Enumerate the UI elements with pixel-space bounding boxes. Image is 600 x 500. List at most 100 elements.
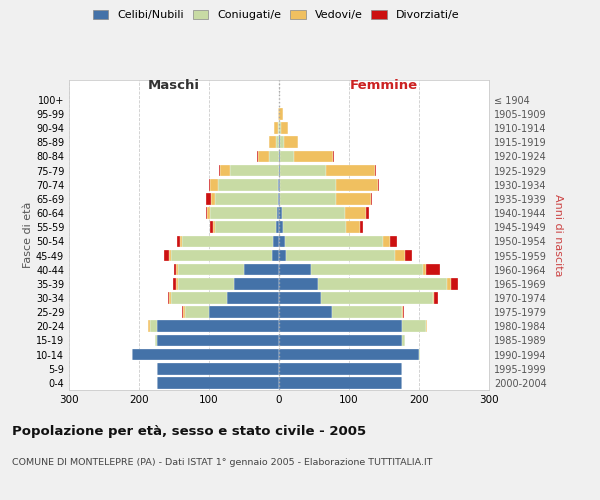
Bar (258, 150, 269, 162)
Bar (283, 222, 346, 233)
Bar (317, 278, 447, 289)
Bar (395, 250, 405, 262)
Bar (389, 236, 397, 247)
Bar (279, 179, 280, 190)
Y-axis label: Anni di nascita: Anni di nascita (553, 194, 563, 276)
Bar (433, 292, 434, 304)
Bar (359, 222, 363, 233)
Bar (279, 222, 283, 233)
Bar (181, 236, 182, 247)
Bar (209, 179, 210, 190)
Bar (346, 222, 359, 233)
Bar (279, 292, 321, 304)
Bar (279, 193, 280, 204)
Bar (279, 108, 283, 120)
Bar (272, 250, 279, 262)
Bar (269, 150, 279, 162)
Bar (274, 122, 278, 134)
Bar (211, 222, 212, 233)
Bar (148, 320, 149, 332)
Text: Femmine: Femmine (350, 79, 418, 92)
Bar (426, 264, 440, 276)
Bar (182, 306, 183, 318)
Bar (279, 150, 280, 162)
Bar (426, 320, 427, 332)
Bar (157, 334, 279, 346)
Bar (278, 193, 279, 204)
Bar (215, 222, 276, 233)
Bar (269, 136, 275, 148)
Bar (371, 193, 372, 204)
Bar (185, 306, 209, 318)
Bar (279, 363, 401, 374)
Bar (174, 264, 176, 276)
Bar (279, 306, 331, 318)
Bar (282, 208, 345, 219)
Bar (279, 334, 401, 346)
Bar (215, 193, 278, 204)
Bar (164, 250, 169, 262)
Bar (451, 278, 458, 289)
Bar (279, 208, 282, 219)
Bar (284, 236, 383, 247)
Bar (209, 306, 279, 318)
Bar (274, 236, 279, 247)
Bar (275, 136, 279, 148)
Bar (210, 179, 218, 190)
Bar (169, 250, 170, 262)
Bar (311, 264, 422, 276)
Bar (331, 306, 401, 318)
Bar (276, 222, 279, 233)
Bar (176, 278, 178, 289)
Text: Popolazione per età, sesso e stato civile - 2005: Popolazione per età, sesso e stato civil… (12, 425, 366, 438)
Bar (227, 292, 279, 304)
Bar (279, 250, 286, 262)
Bar (177, 236, 181, 247)
Bar (321, 292, 433, 304)
Bar (183, 306, 185, 318)
Bar (434, 292, 438, 304)
Bar (419, 349, 421, 360)
Bar (149, 320, 157, 332)
Bar (366, 208, 370, 219)
Bar (279, 377, 401, 388)
Bar (284, 136, 298, 148)
Bar (279, 264, 311, 276)
Bar (279, 320, 401, 332)
Bar (279, 236, 284, 247)
Y-axis label: Fasce di età: Fasce di età (23, 202, 33, 268)
Bar (295, 150, 333, 162)
Bar (383, 236, 389, 247)
Bar (170, 250, 272, 262)
Bar (280, 165, 326, 176)
Bar (168, 292, 169, 304)
Bar (157, 320, 279, 332)
Bar (337, 179, 379, 190)
Bar (212, 222, 215, 233)
Bar (333, 150, 334, 162)
Bar (207, 208, 211, 219)
Bar (219, 165, 220, 176)
Bar (278, 108, 279, 120)
Bar (218, 179, 278, 190)
Bar (170, 292, 227, 304)
Bar (206, 193, 211, 204)
Bar (169, 292, 170, 304)
Bar (230, 165, 279, 176)
Bar (375, 165, 376, 176)
Bar (173, 278, 176, 289)
Bar (211, 193, 215, 204)
Bar (279, 136, 280, 148)
Bar (401, 334, 405, 346)
Legend: Celibi/Nubili, Coniugati/e, Vedovi/e, Divorziati/e: Celibi/Nubili, Coniugati/e, Vedovi/e, Di… (88, 6, 464, 25)
Bar (257, 150, 258, 162)
Bar (279, 122, 281, 134)
Text: Maschi: Maschi (148, 79, 200, 92)
Bar (244, 264, 279, 276)
Bar (279, 165, 280, 176)
Bar (178, 264, 244, 276)
Bar (233, 278, 279, 289)
Bar (182, 236, 274, 247)
Bar (211, 208, 277, 219)
Bar (280, 136, 284, 148)
